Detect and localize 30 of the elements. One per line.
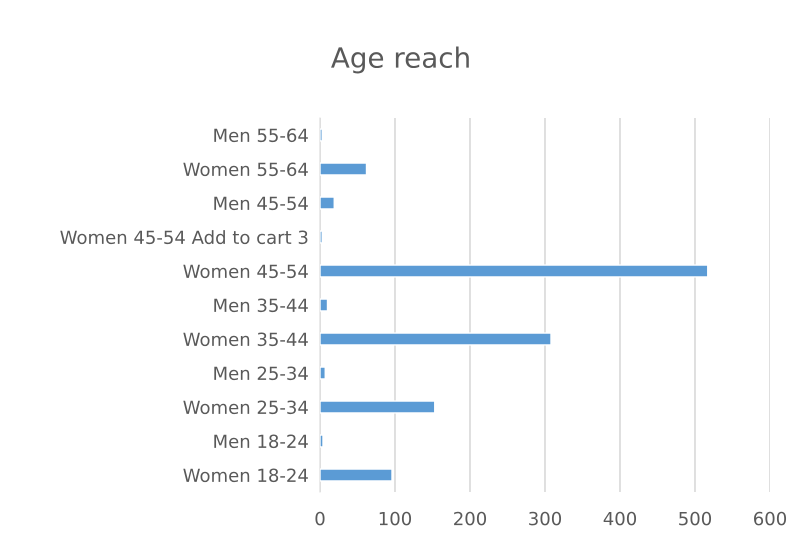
y-tick-label: Women 35-44 xyxy=(183,332,308,346)
y-tick-label: Men 55-64 xyxy=(214,128,308,142)
x-tick-label: 600 xyxy=(754,512,786,526)
y-tick-label: Men 45-54 xyxy=(214,196,308,210)
x-tick-label: 100 xyxy=(380,512,412,526)
y-tick-label: Men 18-24 xyxy=(214,434,308,448)
bar xyxy=(320,400,436,414)
x-tick-label: 500 xyxy=(679,512,712,526)
y-tick-label: Women 18-24 xyxy=(183,468,308,482)
bar xyxy=(320,196,335,210)
bar xyxy=(320,468,393,482)
bar xyxy=(320,230,323,244)
y-tick-label: Women 45-54 Add to cart 3 xyxy=(60,230,308,244)
x-tick-label: 400 xyxy=(604,512,636,526)
bar xyxy=(320,128,323,142)
x-tick-label: 0 xyxy=(315,512,325,526)
x-tick-label: 200 xyxy=(454,512,486,526)
y-tick-label: Men 35-44 xyxy=(214,298,308,312)
y-tick-label: Women 25-34 xyxy=(183,400,308,414)
y-tick-label: Women 55-64 xyxy=(183,162,308,176)
bar xyxy=(320,298,328,312)
bar xyxy=(320,264,708,278)
bar xyxy=(320,332,552,346)
bar xyxy=(320,366,326,380)
y-tick-label: Men 25-34 xyxy=(214,366,308,380)
bar xyxy=(320,162,368,176)
x-tick-label: 300 xyxy=(529,512,562,526)
chart-title: Age reach xyxy=(331,46,469,74)
y-tick-label: Women 45-54 xyxy=(183,264,308,278)
bar xyxy=(320,434,324,448)
